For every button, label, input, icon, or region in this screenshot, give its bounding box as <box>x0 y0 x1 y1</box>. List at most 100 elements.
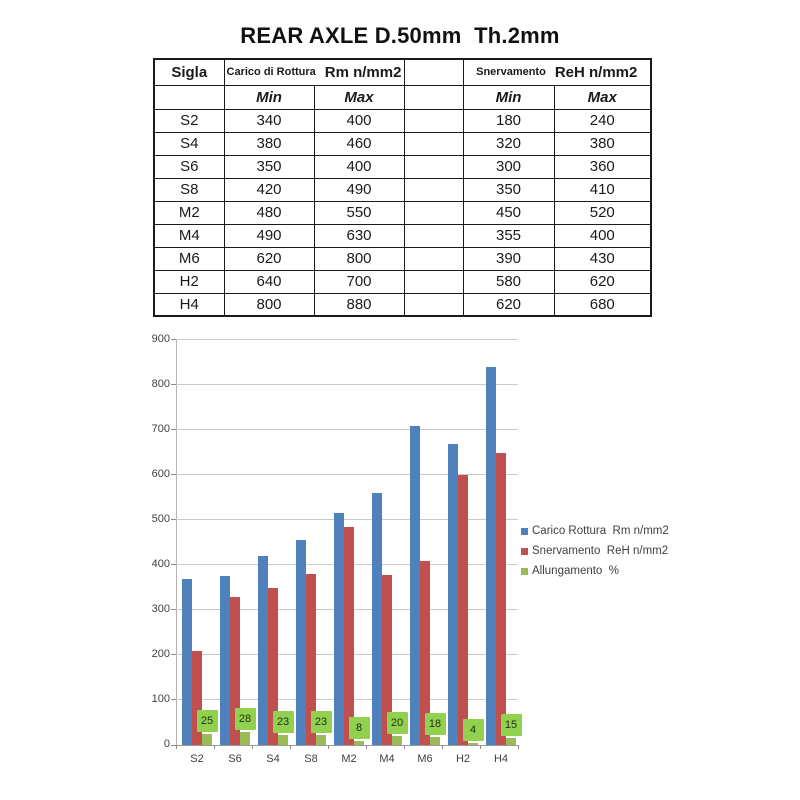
cell-reh_max: 620 <box>553 269 652 294</box>
cell-spacer <box>403 292 464 317</box>
y-axis-tick-label: 900 <box>151 333 170 345</box>
cell-sigla: H4 <box>153 292 225 317</box>
header-snervamento-small: Snervamento <box>476 66 546 79</box>
x-tick <box>328 745 329 749</box>
bar-H2-series-1 <box>458 475 468 745</box>
cell-reh_max: 380 <box>553 131 652 156</box>
bar-M2-series-1 <box>344 526 354 745</box>
bar-M2-series-2 <box>354 741 364 745</box>
bar-H4-series-0 <box>486 367 496 745</box>
x-tick <box>290 745 291 749</box>
x-axis-tick-label: M6 <box>417 753 433 765</box>
cell-reh_min: 450 <box>462 200 555 225</box>
legend-swatch-icon <box>521 567 528 575</box>
bar-S4-series-1 <box>268 587 278 745</box>
cell-rm_min: 380 <box>223 131 315 156</box>
cell-reh_max: 240 <box>553 108 652 133</box>
x-axis-tick-label: S2 <box>190 753 204 765</box>
cell-sigla: S4 <box>153 131 225 156</box>
cell-rm_min: 480 <box>223 200 315 225</box>
x-tick <box>518 745 519 749</box>
table-header-row-2: Min Max Min Max <box>153 84 652 110</box>
x-axis-tick-label: S8 <box>304 753 318 765</box>
cell-rm_min: 340 <box>223 108 315 133</box>
header-carico-small: Carico di Rottura <box>226 66 316 79</box>
bar-S2-series-2 <box>202 733 212 745</box>
bar-H4-series-1 <box>496 452 506 745</box>
bar-H4-series-2 <box>506 738 516 745</box>
x-tick <box>366 745 367 749</box>
header-rm-min: Min <box>223 84 315 110</box>
gridline <box>176 745 518 746</box>
y-axis-tick-label: 600 <box>151 468 170 480</box>
y-axis-tick-label: 100 <box>151 693 170 705</box>
bar-H2-series-2 <box>468 743 478 745</box>
table-header-row-1: Sigla Carico di Rottura Rm n/mm2 Snervam… <box>153 58 652 86</box>
page-title: REAR AXLE D.50mm Th.2mm <box>240 23 560 48</box>
bar-M6-series-0 <box>410 425 420 745</box>
gridline <box>176 519 518 520</box>
cell-reh_min: 390 <box>462 246 555 271</box>
cell-rm_min: 490 <box>223 223 315 248</box>
cell-sigla: M2 <box>153 200 225 225</box>
data-label-H4: 15 <box>500 714 522 737</box>
x-axis-tick-label: M4 <box>379 753 395 765</box>
gridline <box>176 384 518 385</box>
y-tick <box>171 654 176 655</box>
bar-S4-series-2 <box>278 734 288 745</box>
spec-table: Sigla Carico di Rottura Rm n/mm2 Snervam… <box>153 58 652 317</box>
header-reh-unit: ReH n/mm2 <box>554 63 638 81</box>
cell-spacer <box>403 154 464 179</box>
header-rm-max: Max <box>313 84 405 110</box>
table-row: M6 620 800 390 430 <box>153 246 652 271</box>
cell-rm_max: 460 <box>313 131 405 156</box>
bar-S8-series-2 <box>316 734 326 745</box>
bar-M2-series-0 <box>334 513 344 745</box>
bar-S6-series-1 <box>230 596 240 745</box>
bar-S2-series-0 <box>182 578 192 745</box>
header-spacer <box>403 58 464 86</box>
cell-reh_max: 360 <box>553 154 652 179</box>
table-row: S4 380 460 320 380 <box>153 131 652 156</box>
bar-S8-series-1 <box>306 574 316 745</box>
x-axis-tick-label: H4 <box>493 753 509 765</box>
data-label-M6: 18 <box>424 712 446 735</box>
cell-reh_max: 410 <box>553 177 652 202</box>
bar-M4-series-2 <box>392 736 402 745</box>
data-label-S4: 23 <box>272 710 294 733</box>
plot-area: 25 28 23 23 8 20 18 4 15 <box>171 339 522 749</box>
y-axis-tick-label: 700 <box>151 423 170 435</box>
x-tick <box>404 745 405 749</box>
y-axis-tick-label: 300 <box>151 603 170 615</box>
bar-M4-series-1 <box>382 575 392 745</box>
data-label-H2: 4 <box>462 719 484 742</box>
legend-label: Carico Rottura Rm n/mm2 <box>532 525 669 537</box>
cell-reh_min: 355 <box>462 223 555 248</box>
bar-H2-series-0 <box>448 443 458 745</box>
bar-S4-series-0 <box>258 556 268 745</box>
cell-reh_min: 620 <box>462 292 555 317</box>
bar-S6-series-0 <box>220 576 230 745</box>
cell-sigla: M6 <box>153 246 225 271</box>
cell-spacer <box>403 177 464 202</box>
legend-item-0: Carico Rottura Rm n/mm2 <box>521 521 669 541</box>
cell-reh_max: 520 <box>553 200 652 225</box>
header-reh-max: Max <box>553 84 652 110</box>
data-label-M2: 8 <box>348 717 370 740</box>
x-axis-tick-label: S6 <box>228 753 242 765</box>
bar-S6-series-2 <box>240 732 250 745</box>
bar-M6-series-2 <box>430 736 440 745</box>
y-axis-tick-label: 200 <box>151 648 170 660</box>
y-tick <box>171 339 176 340</box>
y-tick <box>171 474 176 475</box>
x-tick <box>176 745 177 749</box>
table-row: M2 480 550 450 520 <box>153 200 652 225</box>
bar-S8-series-0 <box>296 540 306 745</box>
y-tick <box>171 699 176 700</box>
table-row: H4 800 880 620 680 <box>153 292 652 317</box>
legend-item-2: Allungamento % <box>521 561 669 581</box>
legend-label: Snervamento ReH n/mm2 <box>532 545 669 557</box>
y-tick <box>171 609 176 610</box>
x-tick <box>480 745 481 749</box>
